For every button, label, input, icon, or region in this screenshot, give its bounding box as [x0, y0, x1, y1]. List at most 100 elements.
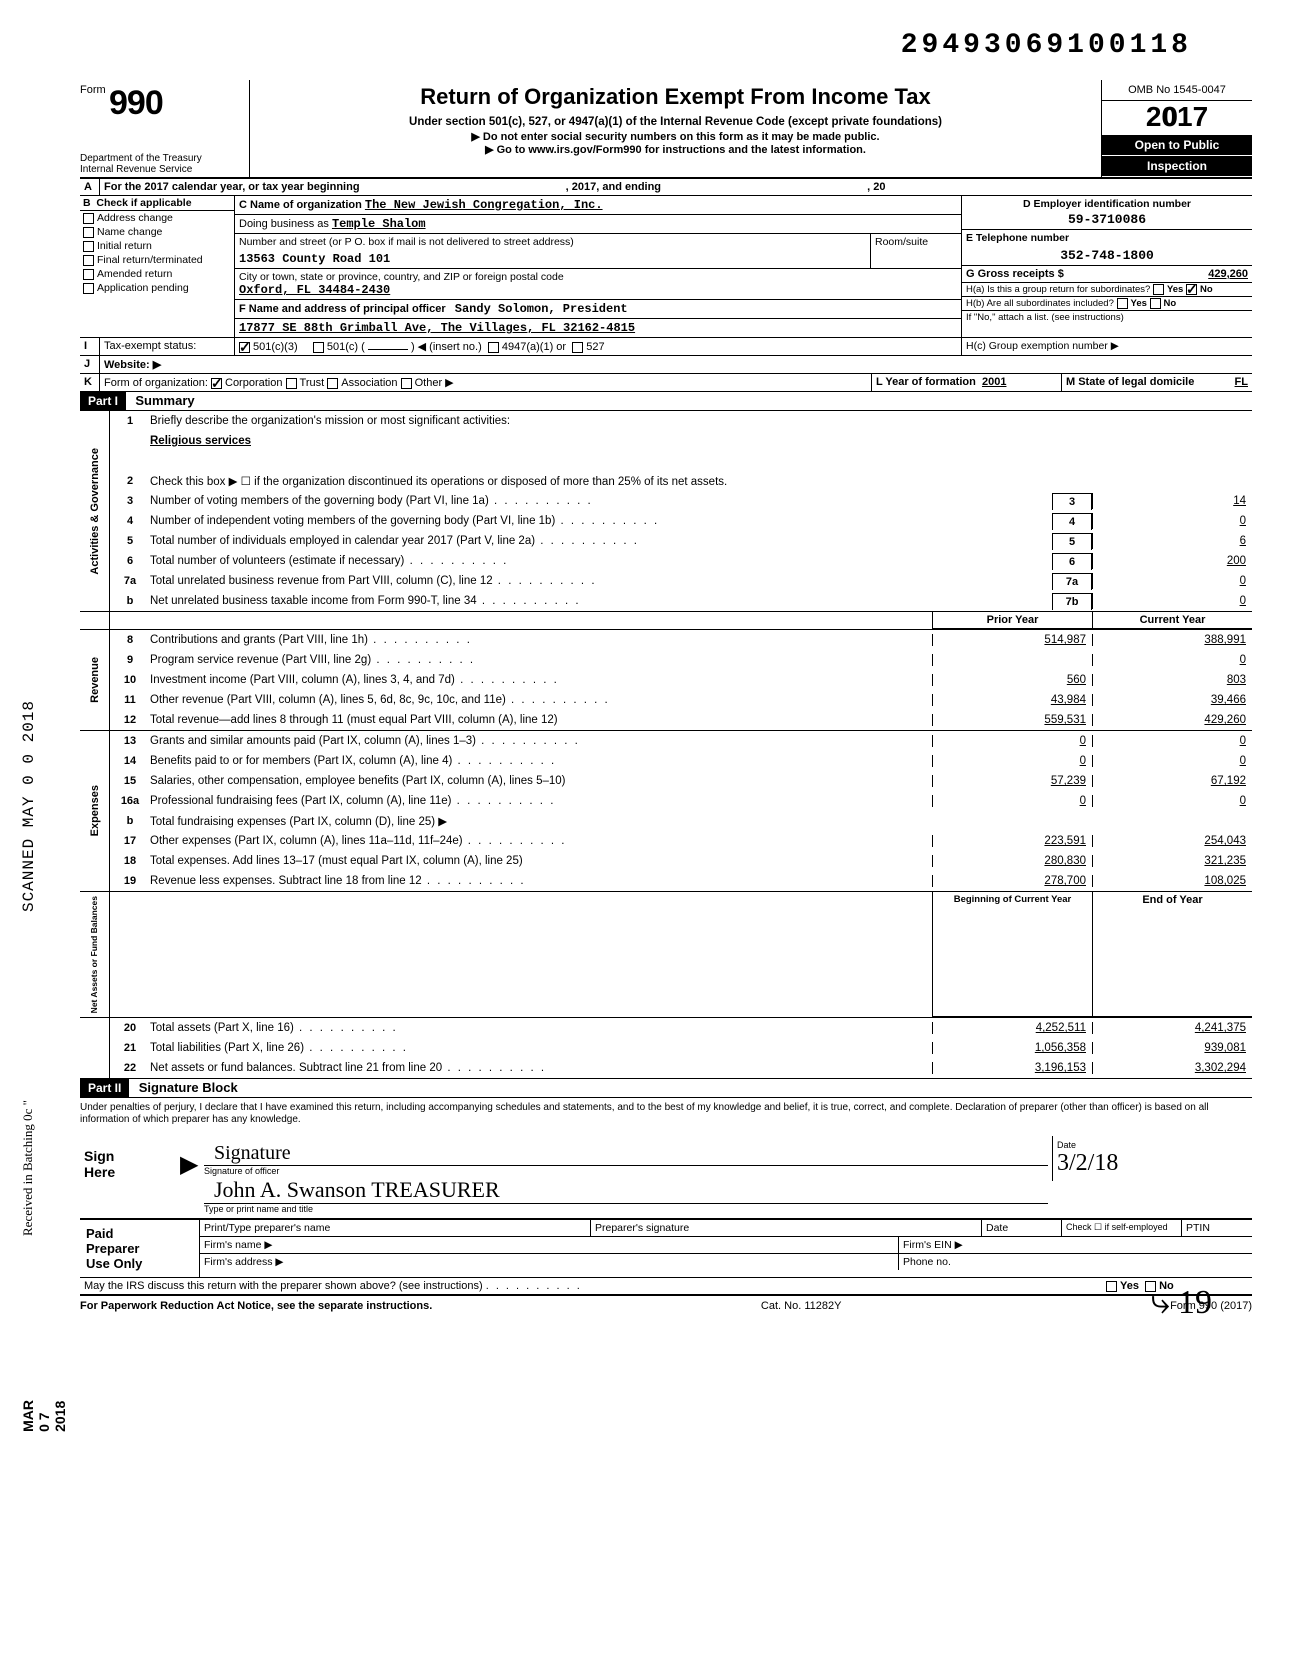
l17-prior: 223,591	[932, 835, 1092, 847]
b-initial-return: Initial return	[97, 240, 152, 252]
side-stamp-scanned: SCANNED MAY 0 0 2018	[20, 700, 38, 912]
pp-ein-label: Firm's EIN ▶	[899, 1237, 1252, 1253]
org-name: The New Jewish Congregation, Inc.	[365, 198, 603, 212]
check-application-pending[interactable]	[83, 283, 94, 294]
dba-label: Doing business as	[239, 218, 329, 230]
k-assoc: Association	[341, 377, 397, 389]
form-word: Form	[80, 84, 106, 96]
officer-address: 17877 SE 88th Grimball Ave, The Villages…	[239, 321, 635, 335]
line13-label: Grants and similar amounts paid (Part IX…	[150, 735, 932, 747]
part1-title: Summary	[129, 393, 194, 408]
check-amended-return[interactable]	[83, 269, 94, 280]
ha-no[interactable]	[1186, 284, 1197, 295]
check-final-return[interactable]	[83, 255, 94, 266]
pp-phone-label: Phone no.	[899, 1254, 1252, 1270]
penalty-statement: Under penalties of perjury, I declare th…	[80, 1098, 1252, 1136]
k-corp: Corporation	[225, 377, 282, 389]
i-insert: ) ◀ (insert no.)	[411, 341, 482, 353]
line20-label: Total assets (Part X, line 16)	[150, 1022, 932, 1034]
g-label: G Gross receipts $	[966, 268, 1064, 280]
i-527: 527	[586, 341, 604, 353]
yes-label: Yes	[1167, 284, 1183, 295]
form-header: Form 990 Department of the Treasury Inte…	[80, 80, 1252, 179]
check-527[interactable]	[572, 342, 583, 353]
form-subtitle: Under section 501(c), 527, or 4947(a)(1)…	[260, 116, 1091, 128]
col-beginning: Beginning of Current Year	[932, 892, 1092, 1017]
k-trust: Trust	[300, 377, 325, 389]
check-501c3[interactable]	[239, 342, 250, 353]
signature-scribble: Signature	[214, 1142, 291, 1165]
pp-ptin-label: PTIN	[1182, 1220, 1252, 1236]
b-final-return: Final return/terminated	[97, 254, 203, 266]
line5-value: 6	[1092, 533, 1252, 549]
hb-label: H(b) Are all subordinates included?	[966, 298, 1114, 309]
col-current-year: Current Year	[1092, 612, 1252, 629]
line1-label: Briefly describe the organization's miss…	[150, 415, 1252, 427]
paperwork-notice: For Paperwork Reduction Act Notice, see …	[80, 1300, 432, 1312]
pp-name-label: Print/Type preparer's name	[200, 1220, 591, 1236]
i-4947: 4947(a)(1) or	[502, 341, 566, 353]
line-a: A For the 2017 calendar year, or tax yea…	[80, 179, 1252, 196]
line5-label: Total number of individuals employed in …	[150, 535, 1052, 547]
b-address-change: Address change	[97, 212, 173, 224]
check-address-change[interactable]	[83, 213, 94, 224]
l13-curr: 0	[1092, 735, 1252, 747]
sig-officer-caption: Signature of officer	[204, 1166, 1048, 1176]
part2-title: Signature Block	[133, 1080, 238, 1095]
line15-label: Salaries, other compensation, employee b…	[150, 775, 932, 787]
line3-value: 14	[1092, 493, 1252, 509]
pp-check-label: Check ☐ if self-employed	[1062, 1220, 1182, 1236]
ha-yes[interactable]	[1153, 284, 1164, 295]
street-label: Number and street (or P O. box if mail i…	[239, 236, 866, 248]
no-label-2: No	[1164, 298, 1177, 309]
hb-yes[interactable]	[1117, 298, 1128, 309]
tax-year: 20201717	[1102, 101, 1252, 135]
handwritten-page-number: ⤷ 19	[1150, 1284, 1212, 1322]
state-domicile: FL	[1235, 376, 1248, 388]
line21-label: Total liabilities (Part X, line 26)	[150, 1042, 932, 1054]
check-501c[interactable]	[313, 342, 324, 353]
may-irs-discuss: May the IRS discuss this return with the…	[84, 1280, 483, 1292]
paid-preparer-label: Paid Preparer Use Only	[80, 1220, 200, 1277]
line22-label: Net assets or fund balances. Subtract li…	[150, 1062, 932, 1074]
line7a-label: Total unrelated business revenue from Pa…	[150, 575, 1052, 587]
l22-end: 3,302,294	[1092, 1062, 1252, 1074]
line4-value: 0	[1092, 513, 1252, 529]
line16a-label: Professional fundraising fees (Part IX, …	[150, 795, 932, 807]
pp-firm-label: Firm's name ▶	[200, 1237, 899, 1253]
line14-label: Benefits paid to or for members (Part IX…	[150, 755, 932, 767]
line9-label: Program service revenue (Part VIII, line…	[150, 654, 932, 666]
check-association[interactable]	[327, 378, 338, 389]
line17-label: Other expenses (Part IX, column (A), lin…	[150, 835, 932, 847]
side-stamp-date: MAR 0 7 2018	[20, 1400, 68, 1432]
hb-no[interactable]	[1150, 298, 1161, 309]
date-label: Date	[1057, 1140, 1248, 1150]
check-initial-return[interactable]	[83, 241, 94, 252]
i-label: Tax-exempt status:	[100, 338, 235, 355]
document-number: 29493069100118	[901, 30, 1192, 61]
sig-type-caption: Type or print name and title	[204, 1204, 1048, 1214]
section-net-assets: Net Assets or Fund Balances	[88, 892, 101, 1017]
form-sub2: ▶ Do not enter social security numbers o…	[260, 130, 1091, 143]
row-k: K Form of organization: Corporation Trus…	[80, 374, 1252, 392]
form-sub3: ▶ Go to www.irs.gov/Form990 for instruct…	[260, 143, 1091, 156]
line12-label: Total revenue—add lines 8 through 11 (mu…	[150, 714, 932, 726]
l16a-prior: 0	[932, 795, 1092, 807]
l12-curr: 429,260	[1092, 714, 1252, 726]
city-value: Oxford, FL 34484-2430	[239, 283, 957, 297]
check-corporation[interactable]	[211, 378, 222, 389]
l22-beg: 3,196,153	[932, 1062, 1092, 1074]
col-end: End of Year	[1092, 892, 1252, 1017]
pp-addr-label: Firm's address ▶	[200, 1254, 899, 1270]
form-number: 990	[109, 84, 163, 122]
line19-label: Revenue less expenses. Subtract line 18 …	[150, 875, 932, 887]
check-4947[interactable]	[488, 342, 499, 353]
section-expenses: Expenses	[87, 781, 103, 840]
l8-prior: 514,987	[932, 634, 1092, 646]
section-revenue: Revenue	[87, 653, 103, 707]
check-may-discuss-yes[interactable]	[1106, 1281, 1117, 1292]
check-other[interactable]	[401, 378, 412, 389]
check-name-change[interactable]	[83, 227, 94, 238]
check-trust[interactable]	[286, 378, 297, 389]
i-501c: 501(c) (	[327, 341, 365, 353]
